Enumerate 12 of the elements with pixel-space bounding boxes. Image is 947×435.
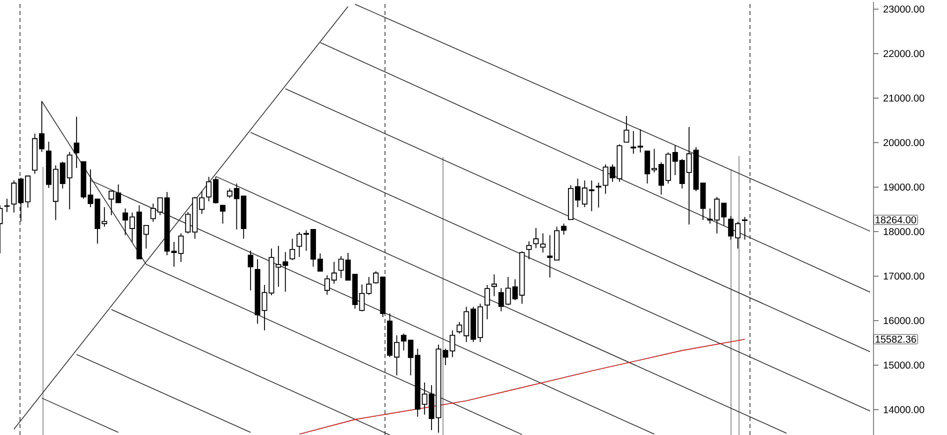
y-tick-label: 23000.00 bbox=[884, 6, 924, 13]
y-tick-label: 22000.00 bbox=[884, 50, 924, 58]
y-tick-label: 19000.00 bbox=[884, 184, 924, 191]
y-tick-label: 21000.00 bbox=[884, 94, 924, 102]
text: 15582.36 bbox=[876, 336, 916, 343]
y-tick-label: 15000.00 bbox=[884, 362, 924, 369]
y-tick-label: 16000.00 bbox=[884, 317, 924, 324]
text: 18264.00 bbox=[876, 216, 916, 224]
y-tick-label: 14000.00 bbox=[884, 406, 924, 414]
y-tick-label: 20000.00 bbox=[884, 139, 924, 146]
y-tick-label: 17000.00 bbox=[884, 272, 924, 280]
y-tick-label: 18000.00 bbox=[884, 228, 924, 236]
